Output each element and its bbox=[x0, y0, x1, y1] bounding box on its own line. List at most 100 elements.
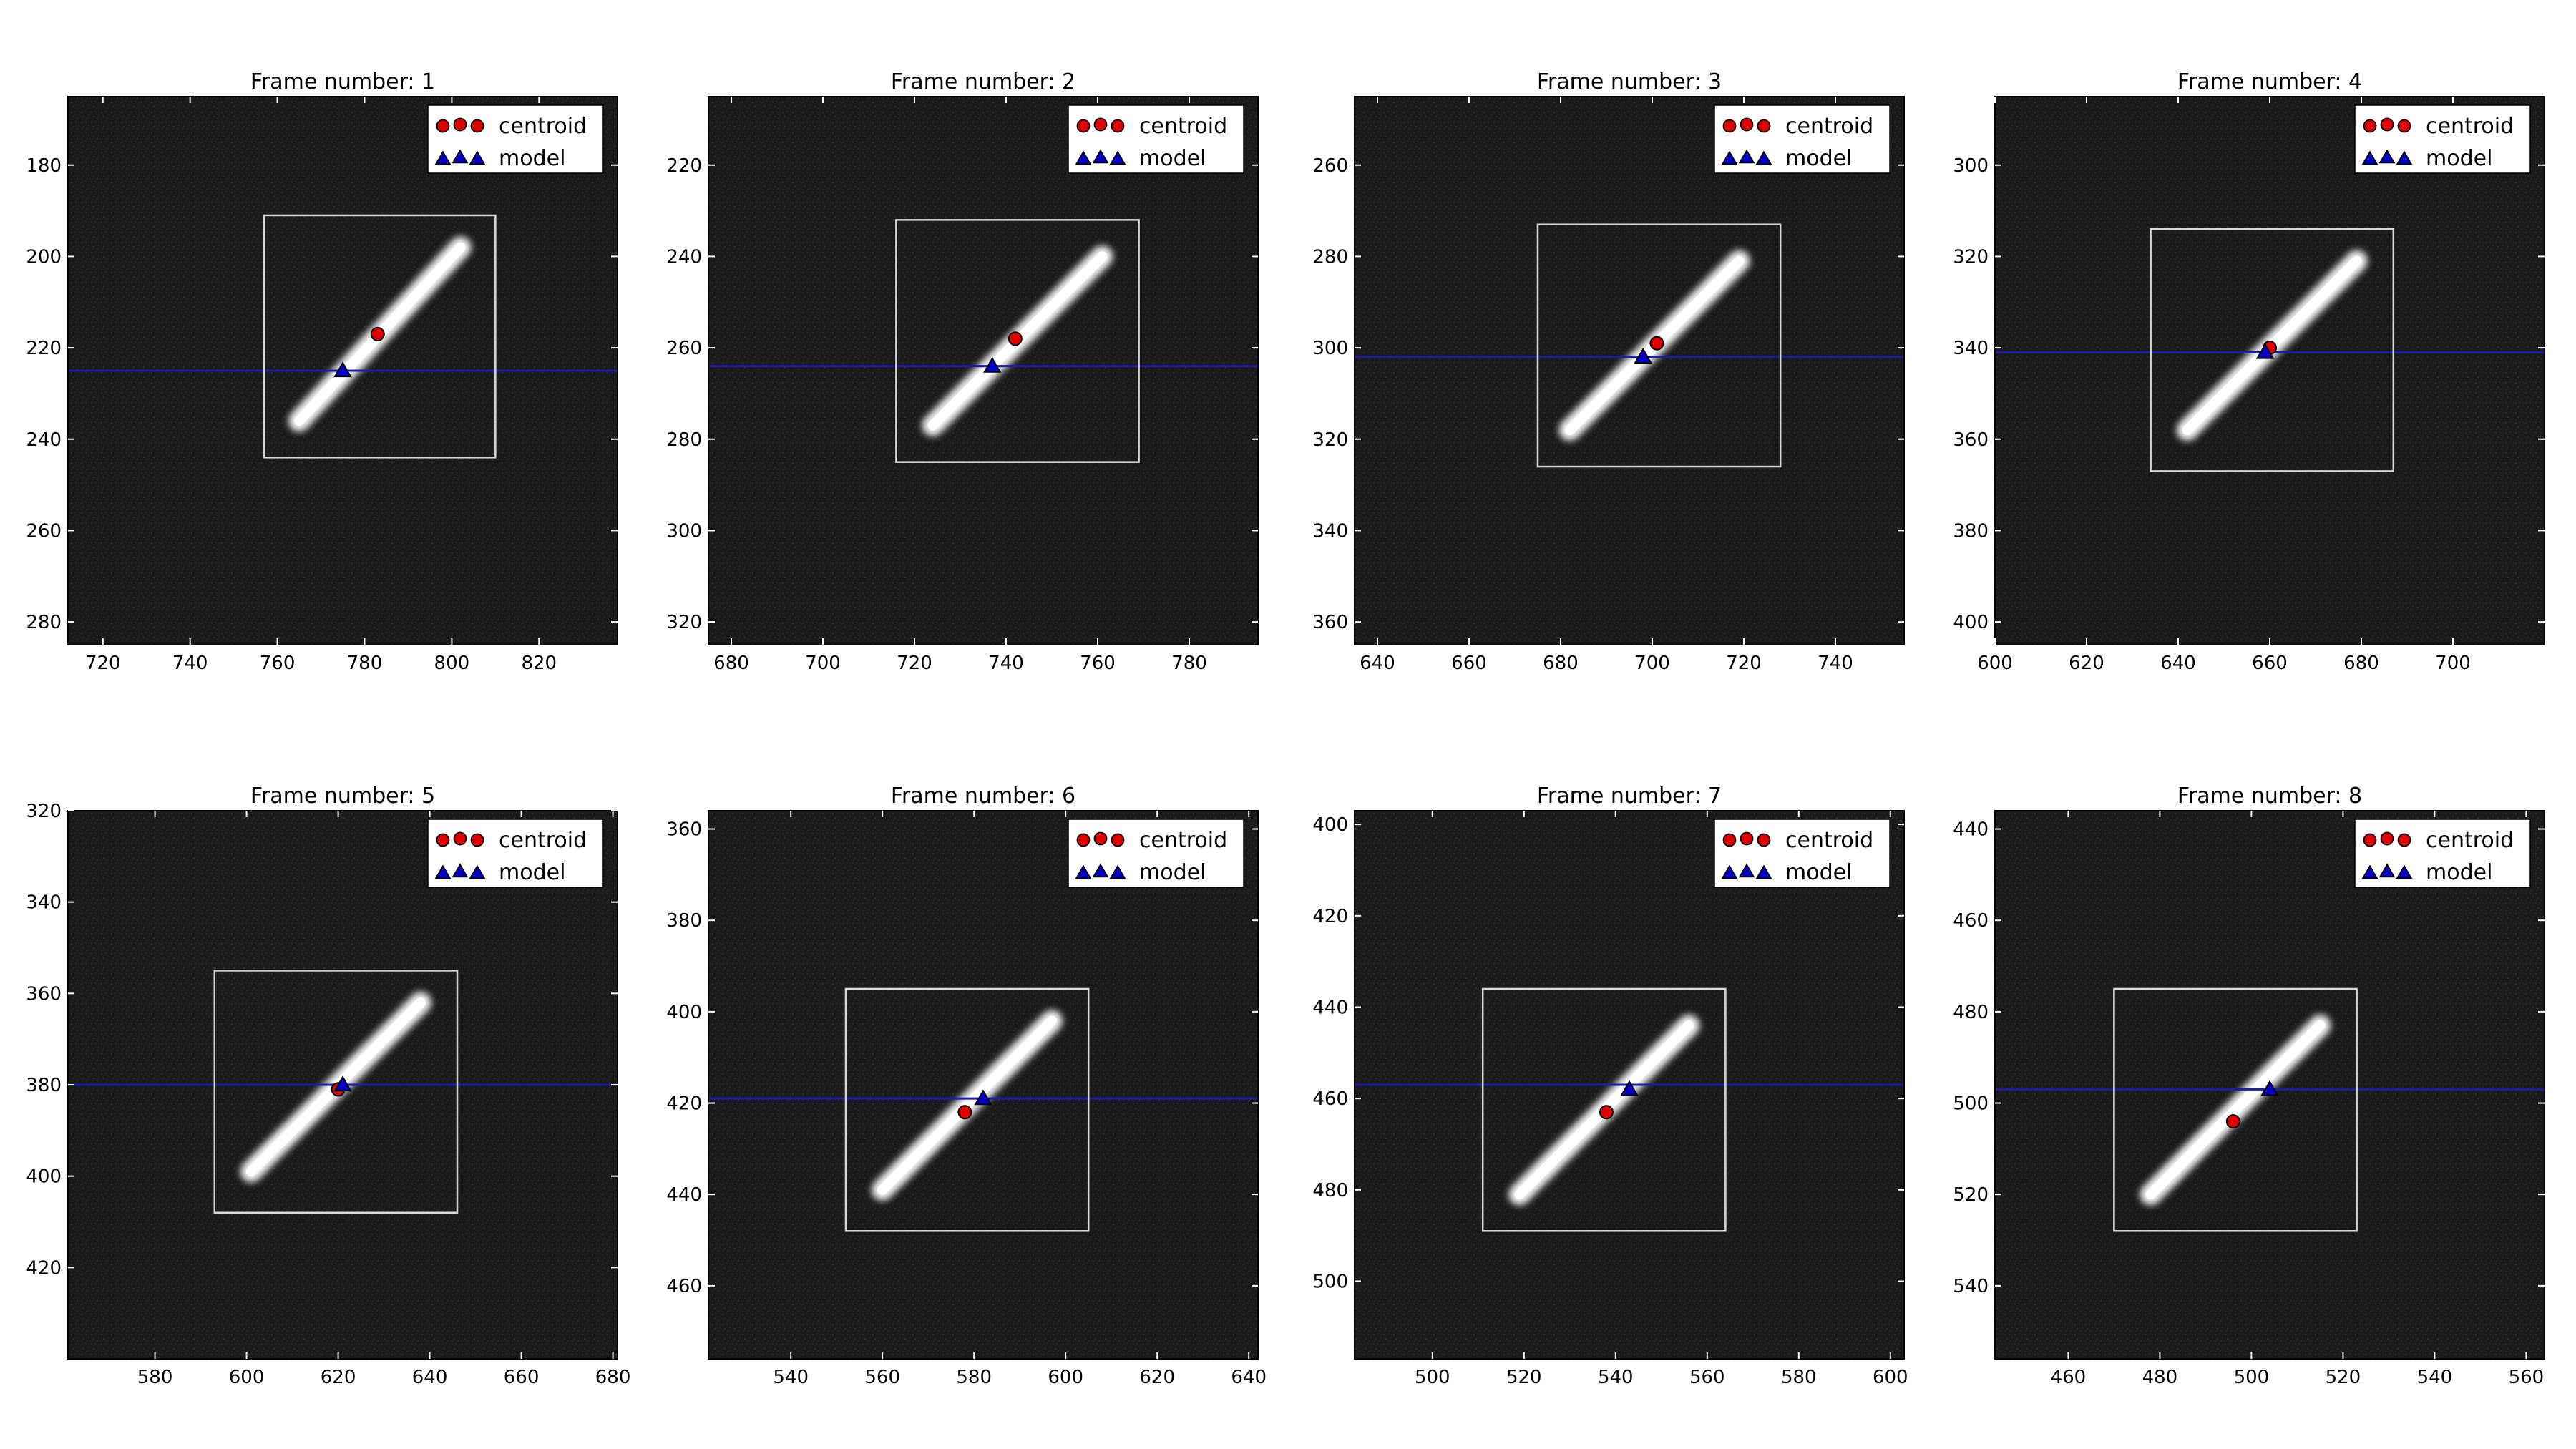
legend-model-label: model bbox=[2426, 146, 2492, 171]
x-tick-label: 700 bbox=[1634, 653, 1670, 674]
legend-centroid-marker bbox=[1741, 833, 1753, 845]
legend-model-label: model bbox=[1139, 146, 1206, 171]
x-tick-label: 740 bbox=[988, 653, 1024, 674]
x-tick-label: 660 bbox=[1451, 653, 1487, 674]
legend-centroid-marker bbox=[1724, 120, 1736, 132]
x-tick-label: 740 bbox=[1818, 653, 1853, 674]
x-tick-label: 780 bbox=[1171, 653, 1207, 674]
x-tick-label: 660 bbox=[2252, 653, 2288, 674]
legend-centroid-marker bbox=[437, 120, 449, 132]
panel-title: Frame number: 3 bbox=[1537, 69, 1722, 94]
y-tick-label: 240 bbox=[26, 429, 62, 451]
x-tick-label: 680 bbox=[2343, 653, 2379, 674]
legend: centroid model bbox=[428, 105, 603, 173]
x-tick-label: 540 bbox=[773, 1367, 809, 1388]
y-tick-label: 280 bbox=[1312, 246, 1348, 268]
panel-title: Frame number: 7 bbox=[1537, 784, 1722, 809]
y-tick-label: 420 bbox=[26, 1257, 62, 1279]
legend-centroid-marker bbox=[472, 834, 484, 847]
x-tick-label: 680 bbox=[1543, 653, 1579, 674]
x-tick-label: 740 bbox=[172, 653, 208, 674]
y-tick-label: 200 bbox=[26, 246, 62, 268]
x-tick-label: 640 bbox=[1231, 1367, 1267, 1388]
centroid-point bbox=[1650, 337, 1663, 350]
legend-centroid-marker bbox=[1758, 120, 1770, 132]
panel-title: Frame number: 1 bbox=[250, 69, 435, 94]
y-tick-label: 360 bbox=[1312, 612, 1348, 633]
y-tick-label: 340 bbox=[1312, 520, 1348, 542]
x-tick-label: 500 bbox=[1415, 1367, 1450, 1388]
y-tick-label: 420 bbox=[666, 1093, 702, 1115]
y-tick-label: 460 bbox=[1953, 910, 1989, 932]
x-tick-label: 480 bbox=[2142, 1367, 2178, 1388]
legend-model-label: model bbox=[1785, 860, 1852, 885]
legend: centroid model bbox=[1068, 105, 1244, 173]
legend: centroid model bbox=[1714, 819, 1890, 887]
y-tick-label: 400 bbox=[1953, 612, 1989, 633]
x-tick-label: 620 bbox=[321, 1367, 356, 1388]
x-tick-label: 800 bbox=[434, 653, 470, 674]
y-tick-label: 460 bbox=[666, 1276, 702, 1297]
y-tick-label: 400 bbox=[1312, 814, 1348, 836]
x-tick-label: 520 bbox=[1506, 1367, 1542, 1388]
x-tick-label: 600 bbox=[1048, 1367, 1083, 1388]
legend-centroid-marker bbox=[437, 834, 449, 847]
y-tick-label: 180 bbox=[26, 155, 62, 177]
y-tick-label: 340 bbox=[26, 892, 62, 914]
legend-centroid-marker bbox=[2364, 834, 2376, 847]
x-tick-label: 700 bbox=[805, 653, 841, 674]
centroid-point bbox=[371, 328, 384, 341]
y-tick-label: 440 bbox=[1953, 819, 1989, 841]
panel-title: Frame number: 5 bbox=[250, 784, 435, 809]
x-tick-label: 720 bbox=[1726, 653, 1762, 674]
y-tick-label: 460 bbox=[1312, 1088, 1348, 1110]
x-tick-label: 640 bbox=[412, 1367, 448, 1388]
y-tick-label: 380 bbox=[1953, 520, 1989, 542]
y-tick-label: 500 bbox=[1953, 1093, 1989, 1115]
x-tick-label: 640 bbox=[1360, 653, 1395, 674]
x-tick-label: 760 bbox=[260, 653, 296, 674]
y-tick-label: 540 bbox=[1953, 1276, 1989, 1297]
legend-centroid-label: centroid bbox=[499, 114, 587, 139]
legend-centroid-marker bbox=[454, 833, 467, 845]
legend-centroid-marker bbox=[2364, 120, 2376, 132]
centroid-point bbox=[2227, 1115, 2240, 1128]
panel-title: Frame number: 6 bbox=[891, 784, 1075, 809]
panel-6: 540 560 580 600 620 640 360 380 400 420 440 460 Fram… bbox=[666, 784, 1267, 1388]
legend: centroid model bbox=[2355, 105, 2530, 173]
legend-model-label: model bbox=[499, 860, 565, 885]
y-tick-label: 360 bbox=[26, 983, 62, 1005]
x-tick-label: 540 bbox=[1598, 1367, 1634, 1388]
panel-title: Frame number: 8 bbox=[2177, 784, 2362, 809]
y-tick-label: 360 bbox=[1953, 429, 1989, 451]
y-tick-label: 440 bbox=[666, 1184, 702, 1206]
y-tick-label: 320 bbox=[1953, 246, 1989, 268]
legend-centroid-marker bbox=[1758, 834, 1770, 847]
legend-centroid-marker bbox=[2399, 120, 2411, 132]
panel-title: Frame number: 4 bbox=[2177, 69, 2362, 94]
legend: centroid model bbox=[428, 819, 603, 887]
y-tick-label: 300 bbox=[1312, 338, 1348, 359]
panel-7: 500 520 540 560 580 600 400 420 440 460 480 500 Fram… bbox=[1312, 784, 1908, 1388]
legend-centroid-label: centroid bbox=[2426, 114, 2514, 139]
legend-centroid-label: centroid bbox=[1785, 114, 1873, 139]
centroid-point bbox=[1009, 332, 1022, 345]
legend-centroid-label: centroid bbox=[1785, 828, 1873, 853]
panel-8: 460 480 500 520 540 560440460480500520540Fram… bbox=[1953, 784, 2545, 1388]
legend-centroid-marker bbox=[2381, 833, 2394, 845]
x-tick-label: 820 bbox=[521, 653, 557, 674]
legend: centroid model bbox=[2355, 819, 2530, 887]
legend-centroid-marker bbox=[1078, 120, 1090, 132]
y-tick-label: 420 bbox=[1312, 906, 1348, 927]
x-tick-label: 620 bbox=[1139, 1367, 1175, 1388]
y-tick-label: 480 bbox=[1953, 1002, 1989, 1023]
legend-centroid-marker bbox=[472, 120, 484, 132]
legend-centroid-label: centroid bbox=[1139, 114, 1227, 139]
x-tick-label: 580 bbox=[137, 1367, 173, 1388]
y-tick-label: 300 bbox=[1953, 155, 1989, 177]
y-tick-label: 220 bbox=[666, 155, 702, 177]
y-tick-label: 380 bbox=[26, 1075, 62, 1096]
y-tick-label: 480 bbox=[1312, 1180, 1348, 1201]
x-tick-label: 680 bbox=[595, 1367, 631, 1388]
